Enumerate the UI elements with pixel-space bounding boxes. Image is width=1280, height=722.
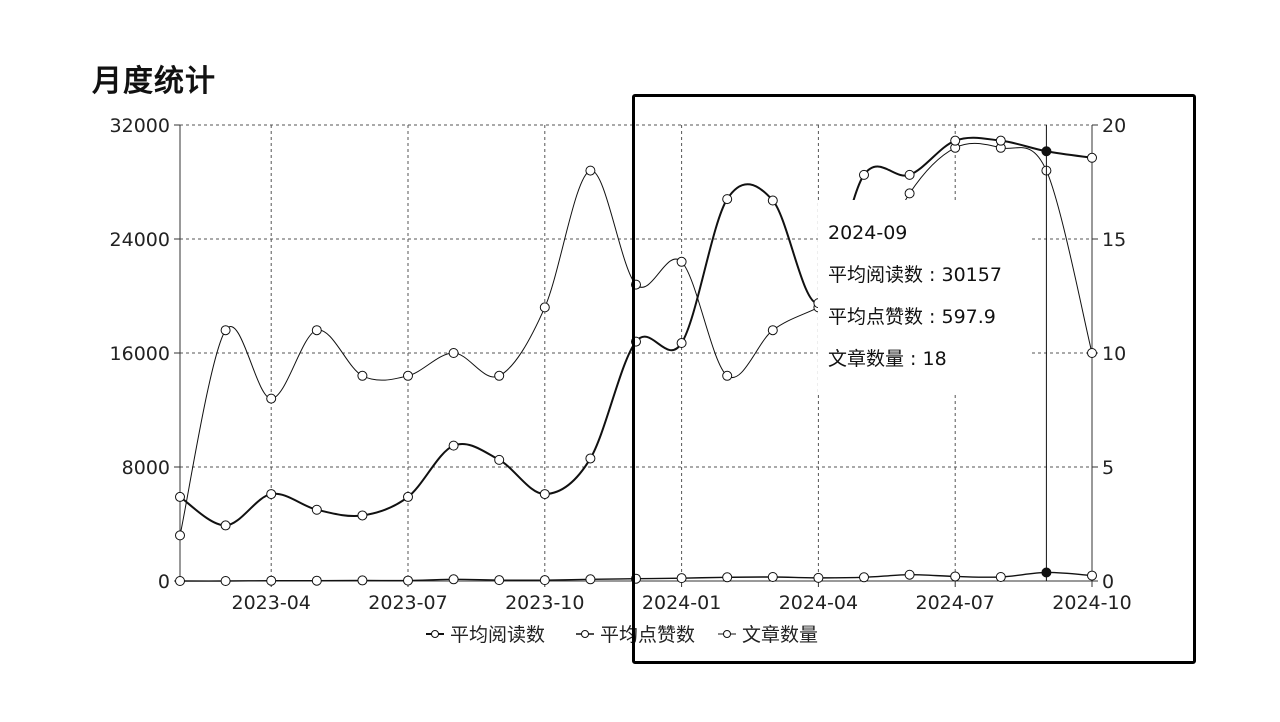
y-left-tick-label: 16000: [110, 343, 170, 365]
tooltip-row-likes: 平均点赞数 : 597.9: [828, 296, 1032, 338]
series-avg-reads-point: [995, 135, 1006, 146]
series-avg-likes-point: [676, 573, 687, 584]
series-avg-reads-point: [311, 504, 322, 515]
series-avg-reads-point: [767, 195, 778, 206]
tooltip-label-likes: 平均点赞数: [828, 306, 924, 328]
y-right-tick-label: 15: [1102, 229, 1126, 251]
tooltip-value-likes: 597.9: [941, 306, 996, 328]
chart-tooltip: 2024-09 平均阅读数 : 30157 平均点赞数 : 597.9 文章数量…: [818, 200, 1032, 395]
series-article-count-point: [539, 302, 550, 313]
tooltip-row-articles: 文章数量 : 18: [828, 338, 1032, 380]
y-left-tick-label: 8000: [122, 457, 170, 479]
y-right-tick-label: 0: [1102, 571, 1114, 593]
x-tick-label: 2024-01: [642, 592, 721, 614]
tooltip-sep: :: [904, 348, 923, 370]
y-right-tick-label: 5: [1102, 457, 1114, 479]
series-article-count-point: [448, 348, 459, 358]
legend-swatch-marker: [581, 630, 589, 638]
legend-item-label: 平均点赞数: [600, 624, 695, 646]
series-avg-likes-point: [995, 572, 1006, 583]
series-avg-likes-point: [175, 576, 185, 586]
legend-item-label: 平均阅读数: [450, 624, 545, 646]
series-article-count-point: [904, 188, 915, 199]
series-avg-reads-point: [1087, 152, 1097, 163]
tooltip-label-reads: 平均阅读数: [828, 264, 924, 286]
series-article-count-point: [722, 370, 733, 381]
y-left-tick-label: 24000: [110, 229, 170, 251]
legend-item-label: 文章数量: [742, 624, 818, 646]
series-avg-reads-point: [722, 194, 733, 205]
x-tick-label: 2024-04: [779, 592, 858, 614]
tooltip-date: 2024-09: [828, 222, 908, 244]
series-article-count-point: [403, 370, 413, 381]
series-article-count-point: [1087, 348, 1097, 358]
series-article-count-point: [585, 165, 596, 176]
series-article-count-point: [631, 279, 641, 290]
tooltip-sep: :: [923, 306, 942, 328]
y-left-tick-label: 0: [158, 571, 170, 593]
series-avg-reads-point: [175, 491, 185, 502]
x-tick-label: 2023-07: [368, 592, 447, 614]
tooltip-row-reads: 平均阅读数 : 30157: [828, 254, 1032, 296]
legend-swatch-marker: [431, 630, 439, 638]
series-avg-likes-point: [448, 574, 459, 585]
series-avg-likes-point: [1087, 570, 1097, 581]
series-avg-reads-point: [904, 169, 915, 180]
series-avg-reads-line: [179, 136, 1093, 527]
series-avg-reads-point: [448, 440, 459, 451]
x-tick-label: 2023-04: [232, 592, 311, 614]
series-avg-reads-point: [266, 489, 277, 500]
series-article-count-line: [179, 142, 1093, 536]
series-avg-reads-point: [403, 491, 413, 502]
x-tick-label: 2024-07: [916, 592, 995, 614]
series-avg-likes-point: [220, 576, 231, 586]
series-avg-likes-point: [722, 572, 733, 583]
series-avg-likes-point: [539, 575, 550, 586]
series-avg-likes-point: [266, 575, 277, 586]
legend-swatch-marker: [723, 630, 731, 638]
series-avg-likes-point: [767, 572, 778, 583]
series-avg-reads-point: [950, 135, 961, 146]
series-avg-likes-point: [494, 575, 505, 586]
series-avg-reads-point: [631, 336, 641, 347]
series-article-count-point: [311, 325, 322, 336]
series-article-count-point: [220, 325, 231, 336]
series-avg-likes-point: [904, 569, 915, 580]
series-article-count-point: [767, 325, 778, 336]
tooltip-value-reads: 30157: [941, 264, 1002, 286]
series-article-count-point: [357, 370, 368, 381]
series-avg-likes-point: [311, 575, 322, 586]
tooltip-sep: :: [923, 264, 942, 286]
series-article-count-point: [676, 256, 687, 267]
series-avg-likes-point: [403, 575, 413, 586]
series-avg-reads-point: [357, 510, 368, 521]
x-tick-label: 2023-10: [505, 592, 584, 614]
series-avg-reads-point: [494, 454, 505, 465]
series-avg-likes-point: [950, 571, 961, 582]
series-article-count-point: [175, 530, 185, 541]
series-avg-likes-point: [859, 572, 869, 583]
series-article-count-point: [266, 393, 277, 404]
series-avg-likes-point: [813, 572, 824, 583]
y-right-tick-label: 20: [1102, 115, 1126, 137]
series-avg-likes-point: [631, 573, 641, 584]
series-article-count-point: [494, 370, 505, 381]
series-avg-reads-point: [859, 169, 869, 180]
tooltip-value-articles: 18: [922, 348, 947, 370]
page-title: 月度统计: [92, 64, 216, 99]
series-avg-reads-point: [220, 520, 231, 531]
series-avg-likes-point: [585, 574, 596, 585]
y-left-tick-label: 32000: [110, 115, 170, 137]
tooltip-label-articles: 文章数量: [828, 348, 905, 370]
y-right-tick-label: 10: [1102, 343, 1126, 365]
series-avg-likes-point: [357, 575, 368, 586]
x-tick-label: 2024-10: [1052, 592, 1131, 614]
series-avg-reads-point: [585, 453, 596, 464]
series-avg-reads-point: [539, 489, 550, 500]
series-avg-reads-point: [676, 338, 687, 349]
